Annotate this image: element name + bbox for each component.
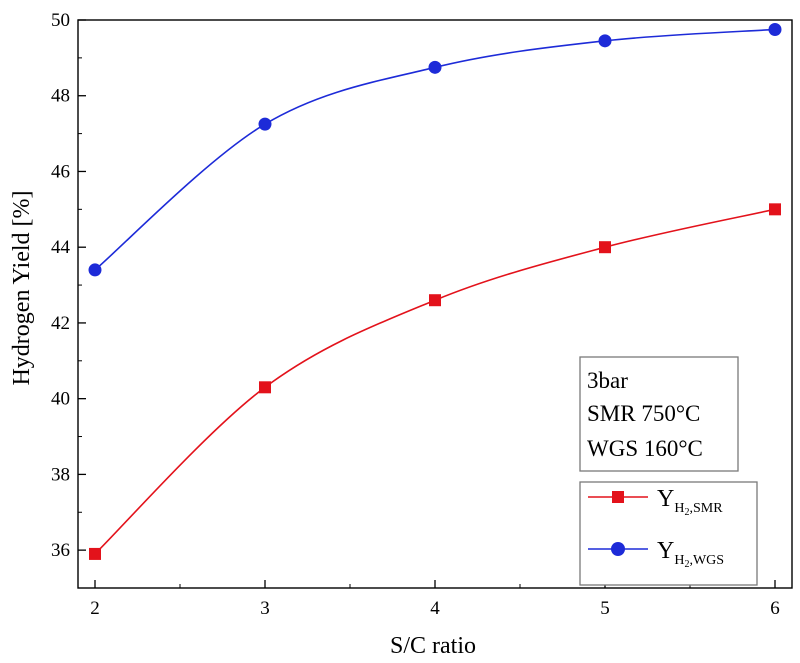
data-point-h2-smr-1 [259,381,271,394]
data-point-h2-wgs-1 [258,117,272,131]
x-axis-title: S/C ratio [390,633,476,659]
annotation-line-smr: SMR 750°C [587,401,700,426]
y-tick-label-5: 46 [51,161,70,182]
legend-smr-marker [612,491,624,503]
legend-wgs-name: Y [657,538,674,564]
x-tick-label-4: 6 [770,598,780,619]
legend-wgs-marker [611,542,625,556]
y-tick-label-2: 40 [51,389,70,410]
y-tick-label-0: 36 [51,540,70,561]
data-point-h2-wgs-2 [428,60,442,74]
legend-item-smr: YH2,SMR [588,486,723,518]
y-tick-label-4: 44 [51,237,71,258]
annotation-line-pressure: 3bar [587,368,628,393]
annotation-box: 3bar SMR 750°C WGS 160°C [579,356,739,472]
data-point-h2-wgs-4 [768,22,782,36]
x-tick-label-0: 2 [90,598,100,619]
data-point-h2-smr-0 [89,547,101,560]
data-point-h2-wgs-3 [598,34,612,48]
y-tick-label-6: 48 [51,86,70,107]
plot-area: 2 3 4 5 6 36 38 40 42 44 46 48 50 [51,10,793,619]
x-tick-label-1: 3 [260,598,270,619]
x-tick-label-2: 4 [430,598,440,619]
legend-wgs-label: YH2,WGS [657,538,724,570]
legend-item-wgs: YH2,WGS [588,538,724,570]
y-tick-label-1: 38 [51,464,70,485]
data-point-h2-smr-4 [769,203,781,216]
legend-smr-label: YH2,SMR [657,486,723,518]
y-tick-label-3: 42 [51,313,70,334]
data-point-h2-wgs-0 [88,263,102,277]
data-point-h2-smr-3 [599,241,611,254]
data-point-h2-smr-2 [429,294,441,307]
x-tick-label-3: 5 [600,598,610,619]
legend-smr-name: Y [657,486,674,512]
y-tick-label-7: 50 [51,10,70,31]
annotation-line-wgs: WGS 160°C [587,436,703,461]
legend: YH2,SMR YH2,WGS [579,481,758,586]
y-axis-title: Hydrogen Yield [%] [9,190,35,385]
